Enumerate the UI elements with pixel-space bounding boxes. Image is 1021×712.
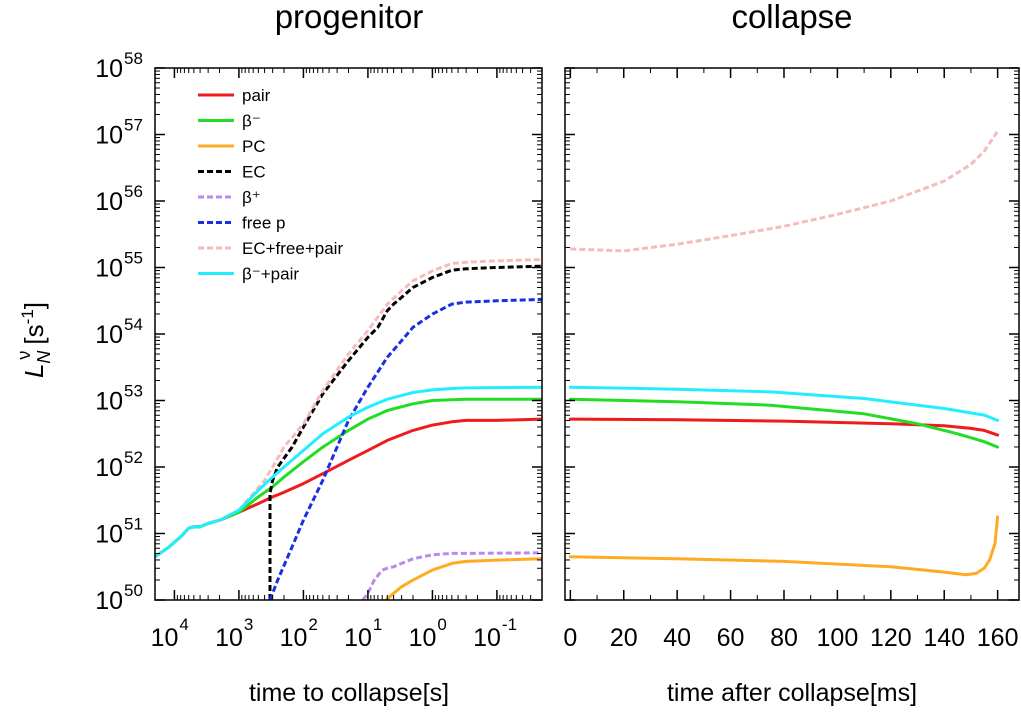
x-tick-label: 10 <box>151 624 179 652</box>
x-tick-label: 10 <box>473 624 501 652</box>
x-tick-label: 10 <box>280 624 308 652</box>
y-label-unit-exponent: -1 <box>18 309 37 324</box>
y-tick-exponent: 52 <box>124 448 143 467</box>
y-label-unit-close: ] <box>19 302 49 309</box>
y-tick-exponent: 54 <box>124 315 143 334</box>
panel-title-progenitor: progenitor <box>275 0 424 35</box>
x-tick-label: 10 <box>344 624 372 652</box>
y-label-subscript: N <box>34 350 54 364</box>
x-tick-label: 60 <box>717 624 745 652</box>
legend-label-beta_minus: β⁻ <box>242 112 261 131</box>
y-tick-label: 10 <box>95 454 123 482</box>
svg-text:LNν[s-1]: LNν [s-1] <box>14 302 54 378</box>
x-tick-label: 10 <box>409 624 437 652</box>
panel-title-collapse: collapse <box>731 0 852 35</box>
plot-frame <box>564 67 1020 601</box>
y-tick-label: 10 <box>95 587 123 615</box>
legend-label-free_p: free p <box>242 214 285 233</box>
y-tick-exponent: 50 <box>124 581 143 600</box>
x-tick-label: 80 <box>770 624 798 652</box>
legend-label-pc: PC <box>242 137 266 156</box>
series-free_p-progenitor <box>268 297 542 600</box>
x-tick-label: 100 <box>817 624 859 652</box>
x-tick-exponent: -1 <box>502 615 517 634</box>
x-tick-exponent: 2 <box>308 615 317 634</box>
legend-label-pair: pair <box>242 86 271 105</box>
series-beta_minus-collapse <box>568 397 1000 449</box>
x-tick-exponent: 4 <box>179 615 188 634</box>
y-label-unit: [s <box>19 324 49 344</box>
y-tick-label: 10 <box>95 521 123 549</box>
series-beta_minus_pair-collapse <box>568 385 1000 422</box>
y-tick-exponent: 53 <box>124 382 143 401</box>
series-ec_free_pair-progenitor <box>237 258 542 512</box>
x-tick-label: 10 <box>215 624 243 652</box>
legend-label-beta_plus: β⁺ <box>242 188 261 207</box>
y-tick-exponent: 56 <box>124 182 143 201</box>
legend: pair β⁻ PC EC β⁺ free p EC+free+pair β⁻+pair <box>198 86 343 284</box>
legend-label-ec_free_pair: EC+free+pair <box>242 239 343 258</box>
plot-panel-collapse: 0 20 40 60 80 100 120 140 160 <box>563 67 1020 652</box>
y-tick-label: 10 <box>95 188 123 216</box>
y-tick-exponent: 58 <box>124 49 143 68</box>
series-pc-progenitor <box>383 557 542 600</box>
x-tick-exponent: 3 <box>244 615 253 634</box>
y-tick-exponent: 57 <box>124 116 143 135</box>
x-tick-label: 160 <box>977 624 1019 652</box>
y-tick-exponent: 55 <box>124 249 143 268</box>
series-beta_minus_pair-progenitor <box>155 385 542 559</box>
series-pair-progenitor <box>155 417 542 559</box>
x-tick-exponent: 1 <box>373 615 382 634</box>
y-tick-label: 10 <box>95 321 123 349</box>
series-ec_free_pair-collapse <box>570 130 999 253</box>
y-label-L: L <box>19 364 49 378</box>
y-tick-exponent: 51 <box>124 515 143 534</box>
legend-label-ec: EC <box>242 163 266 182</box>
x-tick-label: 120 <box>870 624 912 652</box>
x-tick-label: 140 <box>923 624 965 652</box>
y-tick-label: 10 <box>95 122 123 150</box>
y-tick-label: 10 <box>95 388 123 416</box>
series-beta_plus-progenitor <box>361 551 542 600</box>
series-pc-collapse <box>568 515 1000 577</box>
y-tick-label: 10 <box>95 55 123 83</box>
y-label-superscript: ν <box>14 351 34 360</box>
x-tick-label: 0 <box>563 624 577 652</box>
series-ec-progenitor <box>268 264 542 600</box>
legend-label-beta_minus_pair: β⁻+pair <box>242 265 299 284</box>
x-axis-label-progenitor: time to collapse[s] <box>249 679 449 707</box>
plot-frame <box>154 67 543 601</box>
y-axis-label: LNν [s-1] <box>14 302 54 378</box>
y-tick-label: 10 <box>95 255 123 283</box>
x-tick-exponent: 0 <box>437 615 446 634</box>
x-axis-label-collapse: time after collapse[ms] <box>667 679 917 707</box>
x-tick-label: 40 <box>663 624 691 652</box>
x-tick-label: 20 <box>610 624 638 652</box>
